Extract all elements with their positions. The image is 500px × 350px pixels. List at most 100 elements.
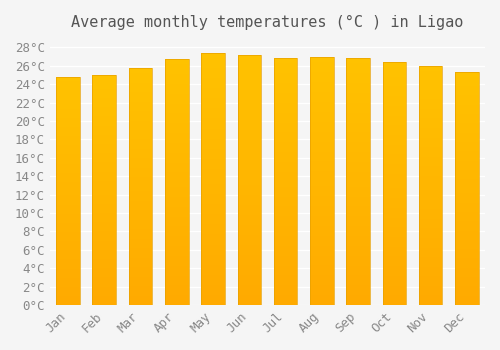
Bar xyxy=(274,191,297,196)
Bar xyxy=(56,77,80,305)
Bar xyxy=(238,135,261,140)
Bar xyxy=(165,148,188,153)
Bar xyxy=(165,246,188,251)
Bar xyxy=(455,72,478,305)
Bar xyxy=(238,90,261,95)
Bar xyxy=(455,268,478,272)
Bar xyxy=(238,220,261,225)
Bar xyxy=(238,155,261,160)
Bar xyxy=(346,63,370,68)
Bar xyxy=(238,160,261,165)
Bar xyxy=(238,210,261,215)
Bar xyxy=(346,73,370,78)
Bar xyxy=(165,153,188,158)
Bar xyxy=(165,118,188,123)
Bar xyxy=(346,58,370,63)
Bar xyxy=(310,112,334,117)
Bar xyxy=(346,132,370,137)
Bar xyxy=(202,254,225,260)
Bar xyxy=(238,260,261,265)
Bar xyxy=(165,192,188,197)
Bar xyxy=(419,272,442,276)
Bar xyxy=(346,206,370,211)
Bar xyxy=(382,281,406,286)
Bar xyxy=(419,300,442,305)
Bar xyxy=(310,216,334,221)
Bar xyxy=(346,172,370,177)
Bar xyxy=(165,69,188,74)
Bar xyxy=(92,273,116,278)
Bar xyxy=(202,209,225,214)
Bar xyxy=(455,189,478,193)
Bar xyxy=(92,75,116,79)
Bar xyxy=(92,103,116,107)
Bar xyxy=(274,226,297,231)
Bar xyxy=(419,147,442,152)
Bar xyxy=(202,250,225,254)
Bar xyxy=(202,295,225,300)
Bar xyxy=(419,114,442,118)
Bar xyxy=(455,179,478,184)
Bar xyxy=(382,247,406,252)
Bar xyxy=(202,108,225,113)
Bar xyxy=(238,200,261,205)
Bar xyxy=(455,119,478,124)
Bar xyxy=(455,124,478,128)
Bar xyxy=(165,79,188,84)
Bar xyxy=(238,275,261,280)
Bar xyxy=(455,184,478,189)
Bar xyxy=(56,104,80,109)
Bar xyxy=(202,260,225,265)
Bar xyxy=(165,266,188,271)
Bar xyxy=(455,147,478,151)
Bar xyxy=(202,88,225,93)
Bar xyxy=(56,86,80,91)
Bar xyxy=(346,118,370,122)
Bar xyxy=(128,177,152,182)
Bar xyxy=(274,285,297,290)
Bar xyxy=(92,158,116,162)
Bar xyxy=(346,108,370,113)
Bar xyxy=(310,161,334,166)
Bar xyxy=(238,70,261,75)
Bar xyxy=(202,139,225,143)
Bar xyxy=(238,170,261,175)
Bar xyxy=(419,66,442,70)
Bar xyxy=(56,132,80,136)
Bar xyxy=(202,164,225,169)
Bar xyxy=(128,220,152,225)
Bar xyxy=(165,261,188,266)
Bar xyxy=(92,227,116,231)
Bar xyxy=(310,62,334,67)
Bar xyxy=(128,125,152,130)
Bar xyxy=(419,229,442,233)
Bar xyxy=(419,90,442,95)
Bar xyxy=(419,267,442,272)
Bar xyxy=(202,189,225,194)
Bar xyxy=(92,213,116,218)
Bar xyxy=(56,186,80,191)
Bar xyxy=(202,134,225,139)
Bar xyxy=(382,149,406,154)
Bar xyxy=(56,173,80,177)
Bar xyxy=(56,109,80,113)
Bar xyxy=(346,211,370,216)
Bar xyxy=(346,275,370,280)
Bar xyxy=(202,245,225,250)
Bar xyxy=(346,147,370,152)
Bar xyxy=(238,95,261,100)
Bar xyxy=(274,63,297,68)
Bar xyxy=(92,254,116,259)
Bar xyxy=(310,92,334,97)
Bar xyxy=(238,205,261,210)
Bar xyxy=(56,159,80,163)
Bar xyxy=(202,78,225,83)
Bar xyxy=(202,93,225,98)
Bar xyxy=(128,187,152,191)
Bar xyxy=(346,202,370,206)
Bar xyxy=(419,252,442,257)
Bar xyxy=(128,116,152,120)
Bar xyxy=(382,300,406,305)
Bar xyxy=(382,91,406,96)
Bar xyxy=(274,196,297,202)
